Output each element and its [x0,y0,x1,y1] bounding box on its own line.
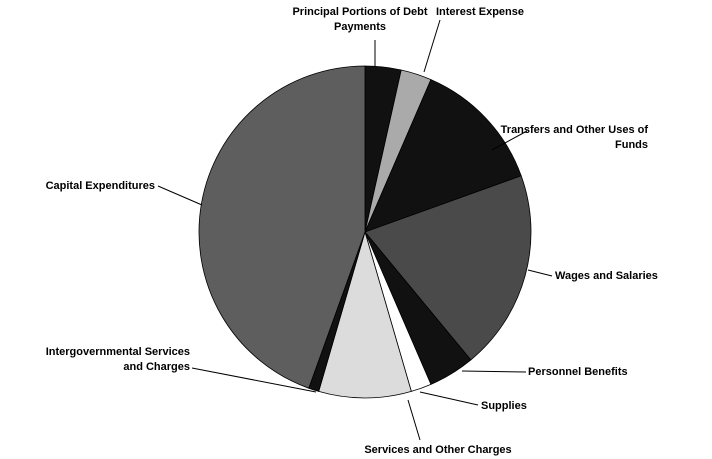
leader-line [191,367,317,393]
pie-slice [364,79,522,233]
pie-slice [364,175,532,361]
slice-label: Principal Portions of Debt Payments [292,6,427,33]
slice-label: Wages and Salaries [555,270,658,282]
slice-label: Supplies [481,400,527,412]
slice-label: Interest Expense [436,6,524,18]
slice-label: Services and Other Charges [364,444,511,456]
label-line: Payments [334,21,386,33]
label-line: Intergovernmental Services [46,346,190,358]
label-line: Funds [615,139,648,151]
slice-label: Personnel Benefits [528,366,628,378]
leader-line [461,370,527,373]
leader-line [527,269,553,277]
leader-line [491,130,528,151]
slice-label: Capital Expenditures [46,180,155,192]
leader-line [157,185,203,206]
pie-slice [198,65,366,389]
pie-slice [318,230,412,399]
leader-line [419,391,479,406]
leader-line [423,19,441,73]
leader-line [407,399,421,441]
label-line: and Charges [123,361,190,373]
label-line: Principal Portions of Debt [292,6,427,18]
slice-label: Intergovernmental Services and Charges [46,346,190,373]
label-line: Transfers and Other Uses of [501,124,649,136]
slice-label: Transfers and Other Uses of Funds [501,124,649,151]
